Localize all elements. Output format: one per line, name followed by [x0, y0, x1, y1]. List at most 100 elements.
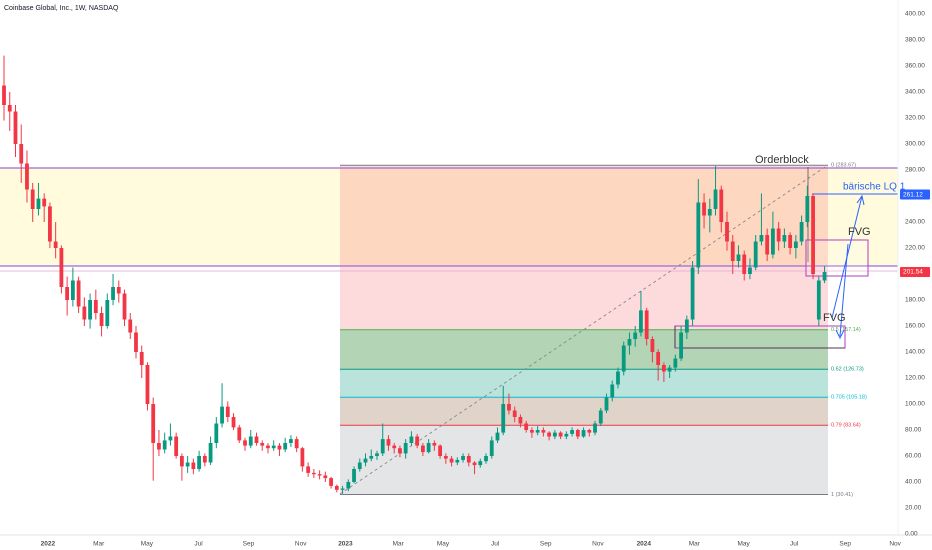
price-badge — [900, 189, 930, 200]
candle-body — [564, 433, 569, 437]
fvg-box — [805, 239, 869, 277]
candle-body — [25, 163, 29, 190]
candle-body — [782, 235, 787, 242]
candle-body — [507, 404, 511, 411]
fib-zone — [340, 397, 828, 426]
fib-level-label: 1 (30.41) — [831, 492, 853, 498]
candle-body — [581, 430, 586, 437]
y-tick-label: 320.00 — [905, 115, 925, 122]
fib-trend-line — [339, 164, 829, 495]
candle-body — [13, 111, 18, 144]
candle-body — [168, 436, 173, 441]
candle-body — [42, 198, 47, 207]
candle-body — [432, 443, 437, 446]
y-tick-label: 300.00 — [905, 141, 925, 148]
candle-body — [53, 241, 58, 248]
y-tick-label: 280.00 — [905, 167, 925, 174]
y-tick-label: 220.00 — [905, 245, 925, 252]
fib-zone — [340, 369, 828, 398]
candle-body — [306, 466, 311, 473]
candle-body — [667, 367, 672, 372]
candle-body — [822, 271, 827, 281]
arrow-head — [835, 329, 845, 340]
candle-body — [311, 472, 316, 475]
fib-level-label: 0.5 (157.14) — [831, 327, 861, 333]
candle-body — [501, 404, 506, 433]
candle-body — [610, 384, 615, 398]
candle-body — [776, 228, 781, 242]
x-tick-label: May — [141, 541, 154, 548]
candle-body — [426, 443, 431, 453]
x-tick-label: Jul — [491, 541, 500, 548]
candle-body — [788, 235, 793, 248]
chart-title: Coinbase Global, Inc., 1W, NASDAQ — [4, 5, 119, 12]
x-tick-label: Nov — [592, 541, 604, 548]
candle-body — [128, 319, 133, 333]
candle-body — [771, 228, 775, 255]
candle-body — [260, 443, 265, 446]
candle-body — [690, 267, 695, 320]
candle-body — [59, 248, 64, 287]
candles-layer — [2, 55, 827, 494]
candle-body — [329, 478, 333, 486]
candle-body — [369, 456, 374, 459]
candle-body — [2, 85, 6, 105]
candle-body — [627, 339, 632, 346]
y-tick-label: 20.00 — [905, 505, 922, 512]
candle-body — [30, 189, 35, 209]
candle-body — [185, 462, 190, 467]
fib-level-label: 0.62 (126.73) — [831, 367, 864, 373]
candle-body — [398, 448, 402, 454]
candle-body — [283, 443, 288, 450]
y-tick-label: 380.00 — [905, 37, 925, 44]
candle-body — [19, 144, 24, 164]
candle-body — [684, 319, 689, 333]
candle-body — [753, 241, 758, 268]
y-tick-label: 120.00 — [905, 375, 925, 382]
candle-body — [558, 432, 563, 437]
candle-body — [518, 417, 523, 424]
candle-body — [162, 440, 167, 450]
candle-body — [438, 445, 443, 456]
lq-label: bärische LQ 1 — [843, 182, 906, 193]
x-tick-label: Jul — [790, 541, 799, 548]
y-tick-label: 240.00 — [905, 219, 925, 226]
candle-body — [661, 365, 666, 372]
x-tick-label: Sep — [839, 541, 851, 548]
candle-body — [443, 456, 448, 459]
candle-body — [673, 358, 678, 368]
candle-body — [151, 404, 156, 443]
fib-level-label: 0.705 (105.18) — [831, 395, 867, 401]
candle-body — [466, 456, 471, 463]
candle-body — [484, 456, 488, 462]
candle-body — [340, 488, 345, 490]
candle-body — [604, 397, 609, 411]
candle-body — [191, 462, 196, 469]
candle-body — [392, 445, 397, 449]
candle-body — [650, 339, 655, 352]
candle-body — [725, 222, 729, 242]
candle-body — [524, 423, 529, 430]
fib-zone — [340, 165, 828, 330]
x-tick-label: Sep — [243, 541, 255, 548]
x-tick-label: Mar — [689, 541, 701, 548]
price-badge — [900, 266, 930, 277]
annotation: FVG — [823, 312, 846, 324]
candle-body — [403, 443, 408, 454]
candle-body — [208, 443, 213, 463]
candle-body — [644, 310, 649, 339]
candle-body — [214, 423, 219, 443]
candle-body — [174, 436, 179, 456]
candle-body — [277, 445, 282, 450]
candle-body — [271, 445, 276, 449]
x-tick-label: Nov — [295, 541, 307, 548]
candle-body — [489, 440, 494, 456]
candle-body — [793, 241, 798, 248]
x-tick-label: 2022 — [41, 541, 56, 548]
candle-body — [289, 439, 293, 443]
candle-body — [541, 430, 546, 433]
candle-body — [656, 352, 661, 365]
candle-body — [357, 462, 362, 469]
candle-body — [346, 482, 351, 489]
